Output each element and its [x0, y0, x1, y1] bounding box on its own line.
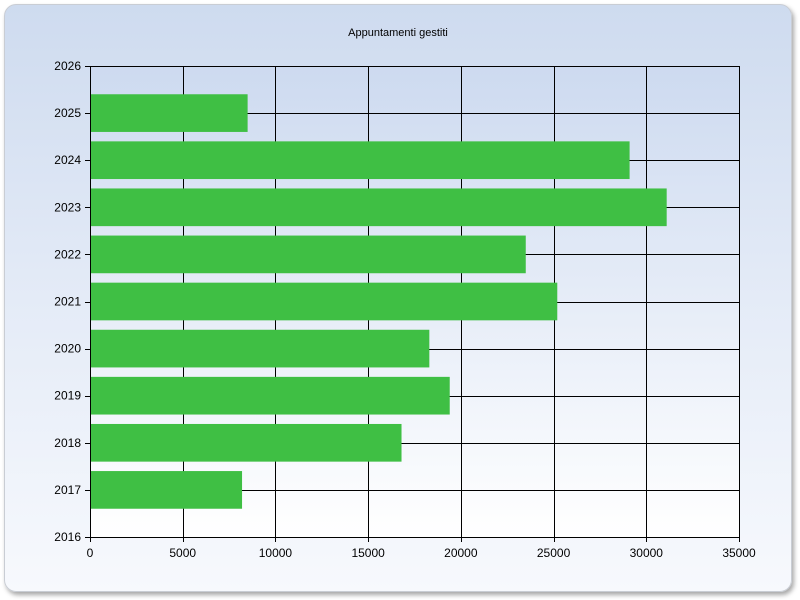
y-tick-label: 2024: [54, 153, 81, 167]
bar-2021: [90, 282, 558, 321]
x-tick-label: 0: [87, 546, 94, 560]
x-tick-label: 25000: [537, 546, 571, 560]
x-tick-label: 20000: [444, 546, 478, 560]
bar-2024: [90, 141, 630, 180]
chart-title: Appuntamenti gestiti: [348, 27, 448, 39]
bar-2018: [90, 423, 402, 462]
bars-layer: [90, 94, 667, 509]
y-tick-label: 2018: [54, 436, 81, 450]
y-tick-label: 2021: [54, 295, 81, 309]
y-tick-label: 2026: [54, 59, 81, 73]
bar-2019: [90, 376, 450, 415]
y-tick-label: 2019: [54, 389, 81, 403]
y-tick-label: 2016: [54, 530, 81, 544]
x-tick-label: 35000: [722, 546, 756, 560]
bar-2020: [90, 329, 430, 368]
bar-2025: [90, 94, 248, 132]
y-tick-label: 2025: [54, 106, 81, 120]
x-tick-label: 30000: [630, 546, 664, 560]
x-tick-label: 15000: [351, 546, 385, 560]
x-tick-label: 5000: [169, 546, 196, 560]
x-tick-label: 10000: [259, 546, 293, 560]
y-tick-label: 2020: [54, 342, 81, 356]
y-tick-label: 2017: [54, 483, 81, 497]
bar-2022: [90, 235, 526, 274]
y-tick-label: 2022: [54, 247, 81, 261]
bar-2017: [90, 471, 243, 509]
y-tick-label: 2023: [54, 200, 81, 214]
bar-2023: [90, 188, 667, 227]
axis-layer: 0 5000 10000 15000 20000 25000 30000 35000 2016 2…: [54, 59, 756, 560]
